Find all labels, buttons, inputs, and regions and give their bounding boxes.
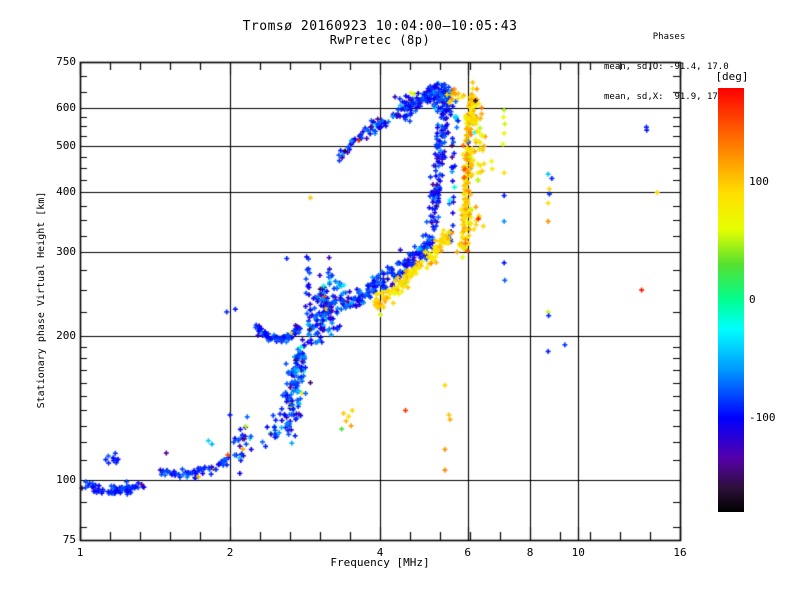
y-tick-label: 400 bbox=[56, 185, 76, 199]
colorbar-gradient bbox=[718, 88, 744, 512]
colorbar-title: [deg] bbox=[715, 70, 749, 83]
colorbar-tick-label: -100 bbox=[749, 410, 776, 424]
plot-title: Tromsø 20160923 10:04:00–10:05:43 bbox=[242, 19, 518, 34]
x-tick-label: 10 bbox=[571, 546, 585, 559]
phase-stats-o-mode: mean, sd,O: -91.4, 17.0 bbox=[604, 62, 729, 72]
y-tick-label: 300 bbox=[56, 245, 76, 259]
y-tick-label: 500 bbox=[56, 139, 76, 153]
colorbar-tick-label: 100 bbox=[749, 175, 769, 189]
x-tick-label: 2 bbox=[226, 546, 234, 559]
y-tick-label: 750 bbox=[56, 55, 76, 68]
phase-stats-x-mode: mean, sd,X: 91.9, 17.4 bbox=[604, 92, 729, 102]
y-tick-label: 75 bbox=[62, 533, 76, 546]
x-tick-label: 6 bbox=[464, 546, 472, 559]
y-axis-title: Stationary phase Virtual Height [km] bbox=[36, 191, 47, 409]
y-tick-label: 100 bbox=[56, 473, 76, 487]
x-tick-label: 1 bbox=[76, 546, 84, 559]
x-tick-label: 16 bbox=[673, 546, 687, 559]
colorbar-tick-label: 0 bbox=[749, 293, 756, 306]
x-axis-title: Frequency [MHz] bbox=[330, 556, 430, 569]
y-tick-label: 200 bbox=[56, 329, 76, 343]
y-tick-label: 600 bbox=[56, 101, 76, 115]
phase-stats-block: Phases mean, sd,O: -91.4, 17.0 mean, sd,… bbox=[604, 12, 794, 122]
plot-subtitle: RwPretec (8p) bbox=[329, 33, 431, 47]
x-tick-label: 8 bbox=[526, 546, 534, 559]
phase-stats-title: Phases bbox=[652, 32, 686, 42]
x-tick-label: 4 bbox=[376, 546, 384, 559]
